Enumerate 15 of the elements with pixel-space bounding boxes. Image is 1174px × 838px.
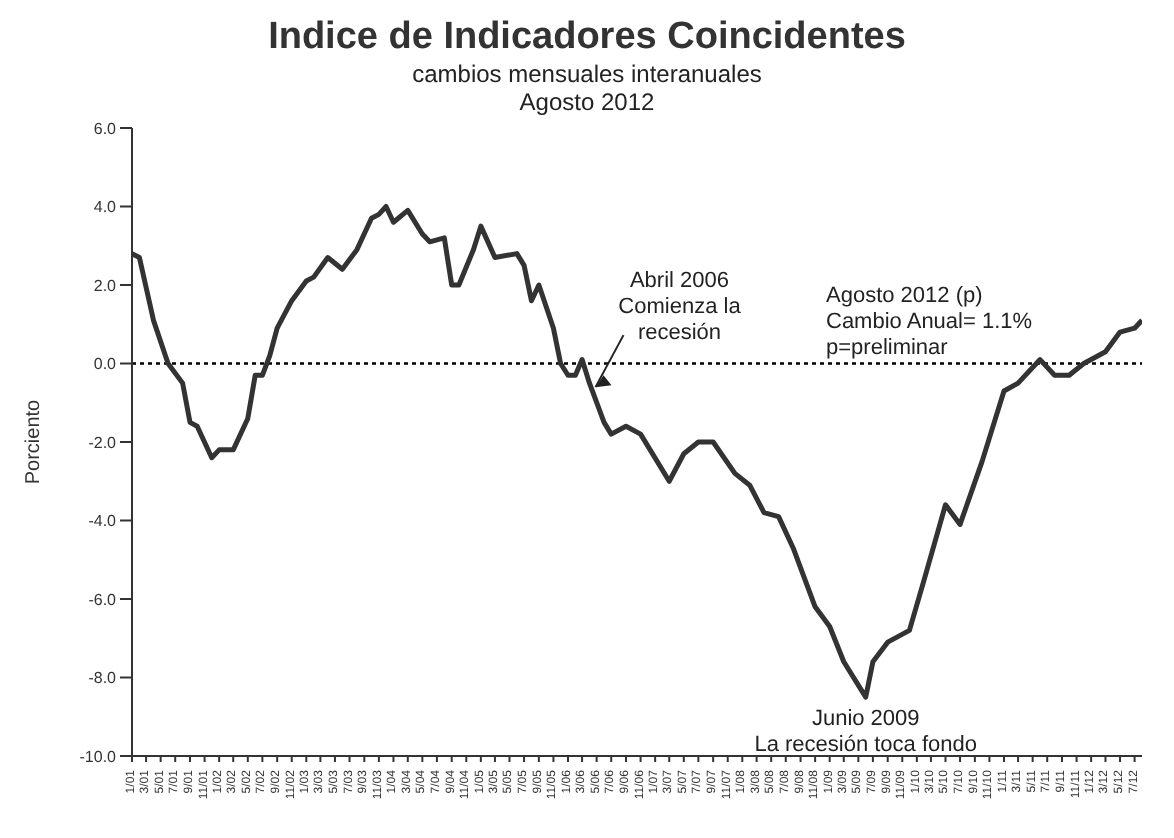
y-tick-label: -8.0: [88, 669, 118, 688]
annotation: Junio 2009 La recesión toca fondo: [754, 707, 978, 758]
chart-subtitle: cambios mensuales interanuales Agosto 2012: [410, 60, 764, 116]
y-tick-label: 0.0: [93, 355, 118, 374]
y-tick-label: -10.0: [79, 747, 118, 766]
y-tick-label: -6.0: [88, 590, 118, 609]
y-tick-label: -4.0: [88, 512, 118, 531]
y-tick-label: 6.0: [93, 119, 118, 138]
y-tick-label: 4.0: [93, 198, 118, 217]
y-axis-title: Porciento: [23, 398, 46, 485]
y-tick-label: -2.0: [88, 433, 118, 452]
chart-title: Indice de Indicadores Coincidentes: [266, 16, 908, 60]
annotation: Agosto 2012 (p) Cambio Anual= 1.1% p=preliminar: [826, 284, 1033, 362]
annotation: Abril 2006 Comienza la recesión: [618, 269, 743, 346]
y-tick-label: 2.0: [93, 276, 118, 295]
